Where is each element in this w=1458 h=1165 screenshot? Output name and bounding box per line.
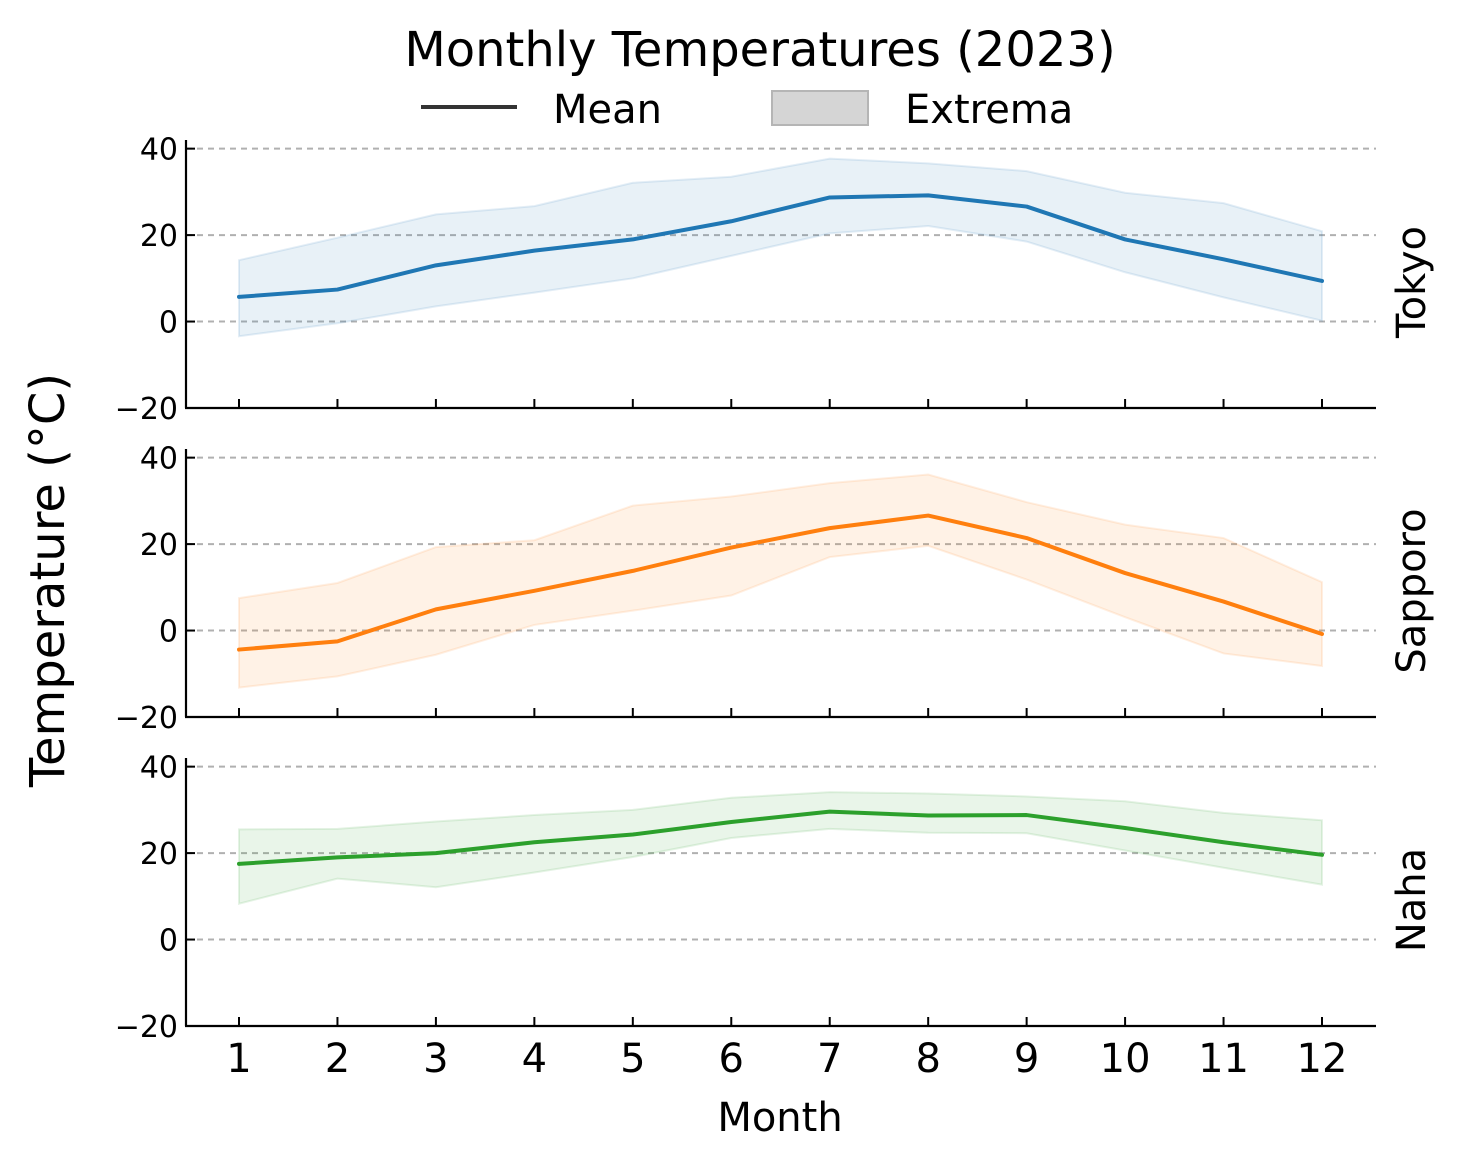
y-tick-label-tokyo: 40 [140,133,178,168]
legend: Mean Extrema [421,87,1073,133]
x-tick-label: 7 [817,1036,842,1082]
legend-extrema-label: Extrema [905,87,1073,133]
x-tick-label: 8 [915,1036,940,1082]
chart-title: Monthly Temperatures (2023) [404,22,1115,78]
x-tick-label: 9 [1014,1036,1039,1082]
mean-line-tokyo [237,193,1324,299]
x-tick-label: 1 [226,1036,251,1082]
y-tick-label-naha: 0 [159,924,178,959]
x-tick-label: 6 [719,1036,744,1082]
y-tick-label-naha: 40 [140,751,178,786]
y-tick-label-tokyo: −20 [115,392,178,427]
legend-extrema-swatch [771,90,869,126]
y-tick-label-sapporo: 40 [140,442,178,477]
x-tick-label: 3 [423,1036,448,1082]
x-axis-label: Month [717,1095,842,1141]
x-tick-label: 11 [1198,1036,1249,1082]
panel-label-sapporo: Sapporo [1389,508,1435,673]
panel-naha: −20 0 20 40 Naha [115,751,1435,1045]
x-tick-labels: 1 2 3 4 5 6 7 8 9 10 11 12 [226,1036,1347,1082]
panel-sapporo: −20 0 20 40 Sapporo [115,442,1435,736]
y-tick-label-tokyo: 0 [159,306,178,341]
x-tick-label: 12 [1297,1036,1348,1082]
panel-tokyo: −20 0 20 40 Tokyo [115,133,1435,427]
panel-label-tokyo: Tokyo [1389,226,1435,339]
x-tick-label: 5 [620,1036,645,1082]
y-tick-label-naha: 20 [140,837,178,872]
extrema-band-tokyo [238,157,1323,338]
y-tick-label-sapporo: −20 [115,701,178,736]
y-tick-label-tokyo: 20 [140,219,178,254]
panels: −20 0 20 40 Tokyo −20 0 20 40 Sapporo −20 0 20 40 Naha [115,133,1435,1045]
y-axis-label: Temperature (°C) [20,373,76,788]
y-tick-label-sapporo: 0 [159,615,178,650]
x-tick-label: 10 [1100,1036,1151,1082]
y-tick-label-sapporo: 20 [140,528,178,563]
y-tick-label-naha: −20 [115,1010,178,1045]
x-tick-label: 2 [325,1036,350,1082]
panel-label-naha: Naha [1389,848,1435,952]
extrema-band-sapporo [238,473,1323,689]
legend-mean-label: Mean [553,87,662,133]
mean-line-sapporo [237,513,1324,652]
mean-line-naha [237,809,1324,866]
x-tick-label: 4 [522,1036,547,1082]
extrema-band-naha [238,791,1323,905]
